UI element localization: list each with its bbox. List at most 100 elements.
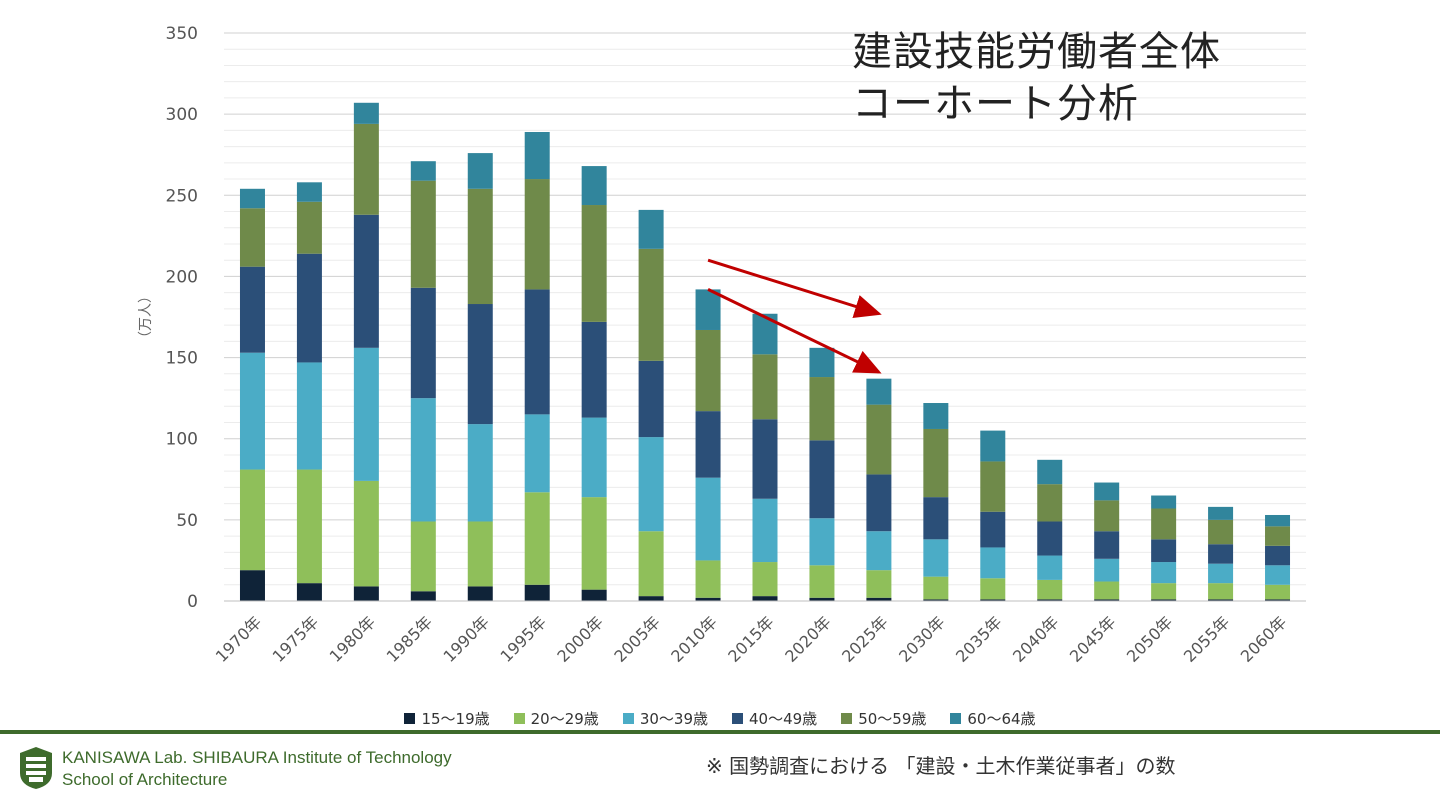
footer-divider	[0, 730, 1440, 734]
slide-title-line1: 建設技能労働者全体	[852, 29, 1221, 75]
bar-segment	[467, 188, 493, 305]
bar-segment	[1037, 599, 1063, 601]
x-tick-label: 2060年	[1237, 612, 1291, 666]
bar-segment	[467, 153, 493, 189]
bar-segment	[1265, 584, 1291, 600]
bar-segment	[638, 596, 664, 601]
bar-segment	[1151, 508, 1177, 540]
bar-segment	[1037, 459, 1063, 485]
bar-segment	[524, 131, 550, 180]
bar-segment	[239, 352, 265, 470]
bar-segment	[410, 180, 436, 288]
bar-segment	[1208, 506, 1234, 520]
y-tick-label: 50	[176, 511, 198, 531]
bar-segment	[410, 521, 436, 592]
y-tick-label: 150	[166, 349, 198, 369]
x-tick-label: 1985年	[383, 612, 437, 666]
bar-segment	[695, 329, 721, 412]
x-axis-ticks: 1970年 1975年 1980年 1985年 1990年 1995年 2000年 2005年…	[212, 612, 1291, 666]
legend-swatch	[513, 712, 525, 724]
x-tick-label: 1980年	[326, 612, 380, 666]
bar-segment	[1208, 599, 1234, 601]
legend-swatch	[732, 712, 743, 724]
bar-segment	[581, 497, 607, 590]
bar-segment	[239, 469, 265, 571]
bar-segment	[1208, 544, 1234, 564]
y-axis-label: （万人）	[138, 289, 154, 345]
bar-segment	[581, 417, 607, 498]
bar-segment	[296, 201, 322, 254]
lab-credit-line1: KANISAWA Lab. SHIBAURA Institute of Tech…	[62, 748, 452, 767]
bar-segment	[1037, 484, 1063, 522]
bar-segment	[980, 430, 1006, 462]
bar-segment	[1151, 599, 1177, 601]
bar-segment	[752, 419, 778, 499]
bar-segment	[980, 511, 1006, 548]
bar-segment	[809, 565, 835, 598]
x-tick-label: 2035年	[952, 612, 1006, 666]
bar-segment	[1265, 545, 1291, 566]
legend-label: 40〜49歳	[749, 709, 818, 728]
bar-segment	[638, 360, 664, 438]
x-tick-label: 2020年	[781, 612, 835, 666]
legend-label: 60〜64歳	[967, 709, 1036, 728]
bar-segment	[866, 570, 892, 598]
bar-segment	[467, 304, 493, 425]
x-tick-label: 1975年	[269, 612, 323, 666]
bar-segment	[410, 161, 436, 181]
bar-segment	[866, 378, 892, 405]
x-tick-label: 1995年	[496, 612, 550, 666]
bar-segment	[467, 424, 493, 522]
x-tick-label: 2005年	[610, 612, 664, 666]
bar-segment	[1265, 514, 1291, 527]
x-tick-label: 2030年	[895, 612, 949, 666]
bar-segment	[1094, 558, 1120, 582]
bar-segment	[866, 474, 892, 532]
legend-item: 40〜49歳	[732, 708, 817, 729]
bar-segment	[809, 347, 835, 378]
lab-credit: KANISAWA Lab. SHIBAURA Institute of Tech…	[62, 747, 452, 791]
bar-segment	[980, 547, 1006, 579]
bar-segment	[695, 289, 721, 330]
bar-segment	[467, 586, 493, 601]
x-tick-label: 2015年	[724, 612, 778, 666]
bar-segment	[809, 440, 835, 519]
bar-segment	[980, 578, 1006, 600]
x-tick-label: 2055年	[1180, 612, 1234, 666]
bar-segment	[1037, 579, 1063, 600]
bar-segment	[524, 289, 550, 415]
bar-segment	[239, 266, 265, 353]
bar-segment	[410, 591, 436, 601]
bar-segment	[353, 102, 379, 124]
chart-legend: 15〜19歳 20〜29歳 30〜39歳 40〜49歳 50〜59歳 60〜64歳	[0, 706, 1440, 730]
y-tick-label: 0	[187, 592, 198, 612]
bar-segment	[695, 477, 721, 561]
bar-segment	[353, 347, 379, 481]
bar-segment	[1037, 521, 1063, 556]
bar-segment	[1208, 519, 1234, 545]
institute-logo-icon	[20, 747, 52, 789]
x-tick-label: 1970年	[212, 612, 266, 666]
y-tick-label: 350	[166, 24, 198, 44]
bar-segment	[1208, 563, 1234, 584]
bar-segment	[752, 596, 778, 601]
legend-swatch	[622, 712, 634, 724]
bar-segment	[581, 205, 607, 322]
bar-segment	[581, 589, 607, 601]
x-tick-label: 1990年	[440, 612, 494, 666]
bar-segment	[296, 182, 322, 202]
bar-segment	[1151, 539, 1177, 563]
bar-segment	[1094, 581, 1120, 600]
bar-segment	[809, 518, 835, 566]
trend-arrow	[707, 288, 882, 374]
bar-segment	[980, 599, 1006, 601]
bar-segment	[353, 480, 379, 587]
bar-segment	[638, 531, 664, 597]
lab-credit-line2: School of Architecture	[62, 770, 228, 789]
source-note: ※ 国勢調査における 「建設・土木作業従事者」の数	[706, 754, 1176, 778]
y-tick-label: 300	[166, 105, 198, 125]
y-tick-label: 250	[166, 186, 198, 206]
y-tick-label: 200	[166, 267, 198, 287]
legend-item: 50〜59歳	[841, 708, 926, 729]
slide-title-line2: コーホート分析	[852, 81, 1139, 127]
